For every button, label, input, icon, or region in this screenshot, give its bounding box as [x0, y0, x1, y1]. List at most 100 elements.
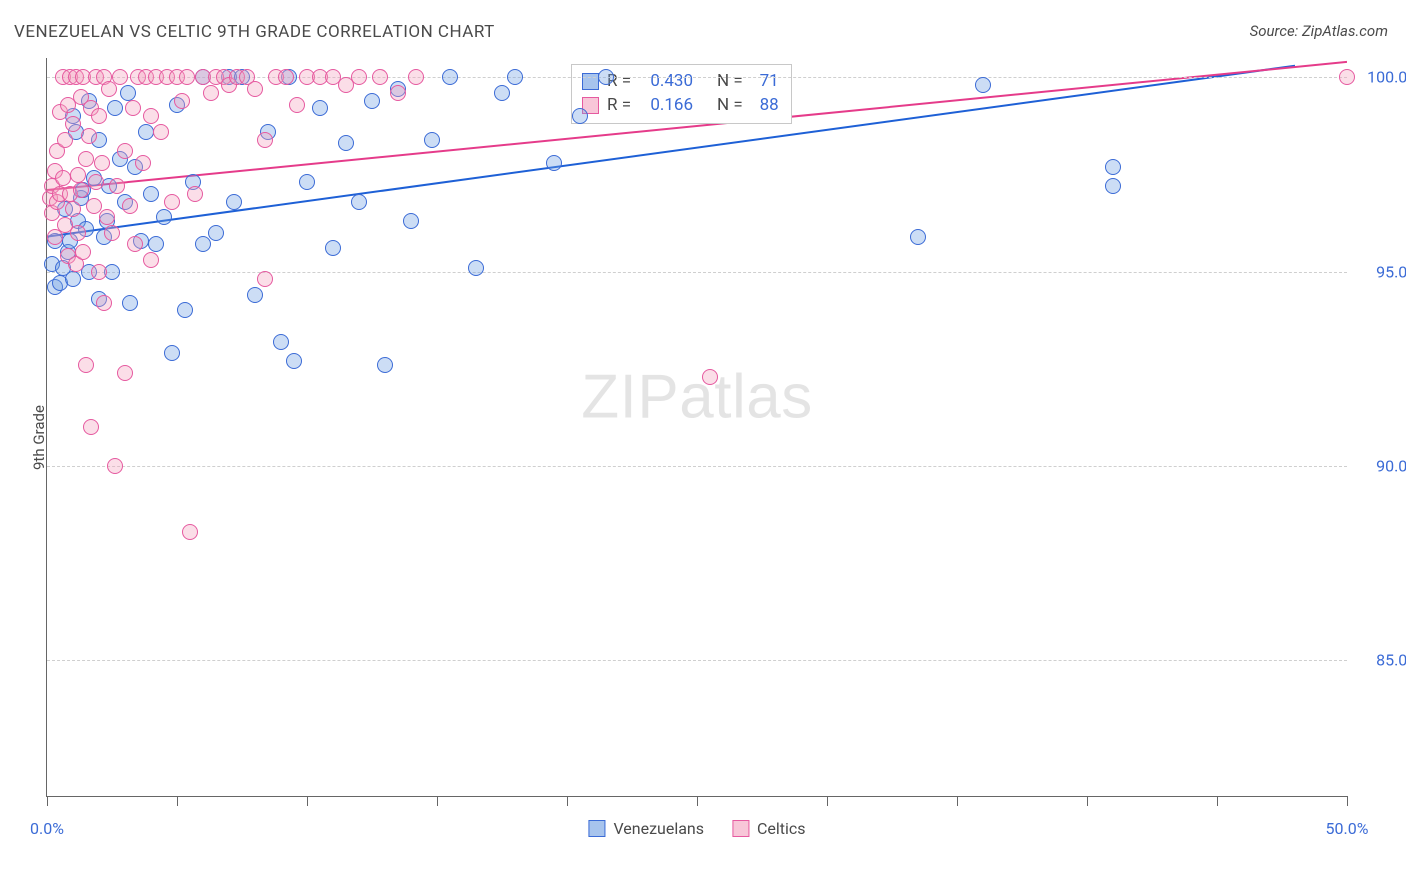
x-tick-label: 0.0% [30, 819, 64, 838]
scatter-point [78, 357, 94, 373]
x-tick-label: 50.0% [1326, 819, 1369, 838]
y-tick-label: 85.0% [1376, 651, 1406, 670]
stats-row-celtics: R = 0.166 N = 88 [582, 93, 779, 117]
scatter-point [247, 287, 263, 303]
x-tick [47, 796, 48, 806]
scatter-point [75, 244, 91, 260]
scatter-point [143, 252, 159, 268]
scatter-point [1339, 69, 1355, 85]
stat-n-label: N = [717, 93, 743, 117]
watermark: ZIPatlas [581, 362, 812, 433]
scatter-point [1105, 159, 1121, 175]
scatter-point [179, 69, 195, 85]
grid-line [47, 272, 1347, 273]
stat-r-value: 0.430 [639, 69, 693, 93]
scatter-point [83, 419, 99, 435]
scatter-point [117, 143, 133, 159]
legend-label: Celtics [757, 819, 806, 838]
scatter-point [377, 357, 393, 373]
scatter-point [494, 85, 510, 101]
swatch-icon [588, 820, 605, 837]
scatter-point [143, 108, 159, 124]
legend-bottom: Venezuelans Celtics [588, 819, 805, 838]
stat-r-value: 0.166 [639, 93, 693, 117]
stat-r-label: R = [607, 93, 631, 117]
scatter-point [94, 155, 110, 171]
chart-title: VENEZUELAN VS CELTIC 9TH GRADE CORRELATI… [14, 22, 495, 42]
scatter-point [107, 458, 123, 474]
scatter-point [312, 100, 328, 116]
scatter-point [117, 365, 133, 381]
scatter-point [138, 124, 154, 140]
legend-item-celtics: Celtics [732, 819, 806, 838]
scatter-point [286, 353, 302, 369]
scatter-point [408, 69, 424, 85]
scatter-point [257, 132, 273, 148]
x-tick [437, 796, 438, 806]
scatter-point [372, 69, 388, 85]
scatter-point [442, 69, 458, 85]
scatter-point [226, 194, 242, 210]
scatter-point [203, 85, 219, 101]
stat-n-value: 88 [751, 93, 779, 117]
scatter-point [65, 271, 81, 287]
scatter-point [91, 108, 107, 124]
scatter-point [208, 225, 224, 241]
scatter-point [702, 369, 718, 385]
scatter-point [122, 198, 138, 214]
grid-line [47, 466, 1347, 467]
y-tick-label: 95.0% [1376, 262, 1406, 281]
scatter-point [507, 69, 523, 85]
scatter-point [125, 100, 141, 116]
scatter-point [299, 174, 315, 190]
scatter-point [195, 236, 211, 252]
scatter-point [109, 178, 125, 194]
scatter-point [81, 128, 97, 144]
scatter-point [257, 271, 273, 287]
grid-line [47, 660, 1347, 661]
scatter-point [177, 302, 193, 318]
stat-n-value: 71 [751, 69, 779, 93]
scatter-point [910, 229, 926, 245]
trend-lines [47, 58, 1347, 796]
swatch-icon [732, 820, 749, 837]
scatter-point [390, 85, 406, 101]
watermark-zip: ZIP [581, 363, 679, 432]
scatter-point [289, 97, 305, 113]
scatter-point [546, 155, 562, 171]
scatter-point [182, 524, 198, 540]
x-tick [567, 796, 568, 806]
scatter-point [351, 69, 367, 85]
scatter-point [120, 85, 136, 101]
scatter-point [325, 240, 341, 256]
y-tick-label: 100.0% [1367, 68, 1406, 87]
scatter-point [70, 225, 86, 241]
scatter-point [65, 116, 81, 132]
x-tick [307, 796, 308, 806]
scatter-point [107, 100, 123, 116]
source-label: Source: ZipAtlas.com [1250, 22, 1388, 40]
scatter-point [247, 81, 263, 97]
scatter-point [153, 124, 169, 140]
scatter-point [164, 345, 180, 361]
scatter-plot-area: ZIPatlas R = 0.430 N = 71 R = 0.166 N = … [46, 58, 1347, 797]
scatter-point [70, 167, 86, 183]
scatter-point [156, 209, 172, 225]
x-tick [957, 796, 958, 806]
scatter-point [143, 186, 159, 202]
scatter-point [104, 225, 120, 241]
legend-item-venezuelans: Venezuelans [588, 819, 704, 838]
scatter-point [403, 213, 419, 229]
scatter-point [975, 77, 991, 93]
x-tick [1347, 796, 1348, 806]
scatter-point [55, 170, 71, 186]
scatter-point [424, 132, 440, 148]
scatter-point [1105, 178, 1121, 194]
scatter-point [148, 236, 164, 252]
scatter-point [96, 295, 112, 311]
stat-n-label: N = [717, 69, 743, 93]
legend-label: Venezuelans [613, 819, 704, 838]
y-tick-label: 90.0% [1376, 456, 1406, 475]
scatter-point [99, 209, 115, 225]
scatter-point [127, 236, 143, 252]
